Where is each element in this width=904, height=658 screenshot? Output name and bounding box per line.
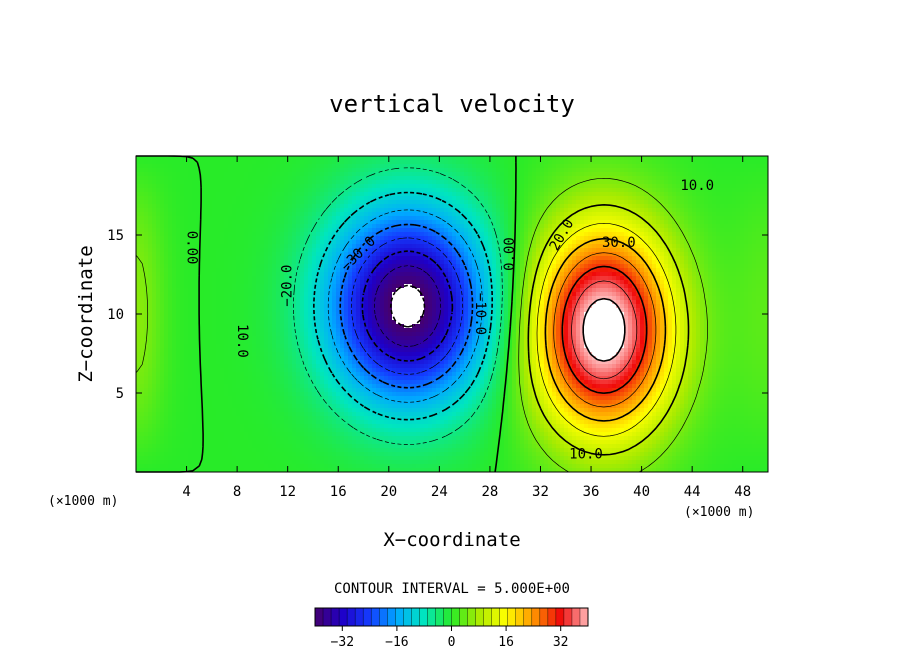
contour-label: 10.0	[569, 447, 603, 463]
x-tick-label: 16	[330, 484, 347, 500]
x-tick-label: 4	[182, 484, 190, 500]
colorbar-swatch	[572, 608, 580, 626]
colorbar-swatch	[339, 608, 347, 626]
x-tick-label: 8	[233, 484, 241, 500]
x-tick-label: 44	[684, 484, 701, 500]
x-tick-label: 36	[583, 484, 600, 500]
colorbar-swatch	[379, 608, 387, 626]
colorbar-tick-label: −32	[331, 635, 354, 650]
x-tick-label: 32	[532, 484, 549, 500]
x-tick-label: 24	[431, 484, 448, 500]
colorbar-swatch	[540, 608, 548, 626]
contour-interval-text: CONTOUR INTERVAL = 5.000E+00	[334, 581, 570, 597]
colorbar-swatch	[532, 608, 540, 626]
colorbar-swatch	[516, 608, 524, 626]
x-tick-label: 48	[734, 484, 751, 500]
colorbar-swatch	[363, 608, 371, 626]
contour-label: 0.00	[502, 237, 518, 271]
colorbar-swatch	[395, 608, 403, 626]
colorbar-swatch	[500, 608, 508, 626]
colorbar-tick-label: 0	[448, 635, 456, 650]
contour-label: 0.00	[184, 231, 200, 265]
colorbar-swatch	[331, 608, 339, 626]
colorbar-swatch	[443, 608, 451, 626]
colorbar: −32 −16 0 16 32	[315, 608, 588, 650]
colorbar-tick-label: −16	[385, 635, 408, 650]
colorbar-swatch	[524, 608, 532, 626]
colorbar-swatch	[492, 608, 500, 626]
colorbar-swatch	[435, 608, 443, 626]
contour-label: 10.0	[234, 324, 250, 358]
y-tick-label: 15	[107, 228, 124, 244]
x-tick-label: 20	[380, 484, 397, 500]
colorbar-swatch	[484, 608, 492, 626]
colorbar-swatch	[427, 608, 435, 626]
colorbar-swatch	[411, 608, 419, 626]
colorbar-swatch	[371, 608, 379, 626]
colorbar-swatch	[476, 608, 484, 626]
colorbar-swatch	[548, 608, 556, 626]
colorbar-tick-label: 32	[553, 635, 569, 650]
colorbar-tick-label: 16	[498, 635, 514, 650]
x-axis-label: X−coordinate	[383, 529, 520, 551]
x-tick-label: 28	[481, 484, 498, 500]
colorbar-swatches	[315, 608, 588, 626]
chart-title: vertical velocity	[329, 90, 575, 118]
colorbar-swatch	[315, 608, 323, 626]
colorbar-swatch	[580, 608, 588, 626]
colorbar-swatch	[387, 608, 395, 626]
colorbar-swatch	[452, 608, 460, 626]
x-unit-left: (×1000 m)	[48, 494, 118, 509]
colorbar-swatch	[347, 608, 355, 626]
colorbar-swatch	[403, 608, 411, 626]
y-tick-label: 5	[116, 386, 124, 402]
colorbar-swatch	[564, 608, 572, 626]
contour-label: 30.0	[602, 235, 636, 251]
contour-label: −20.0	[280, 265, 296, 307]
colorbar-swatch	[323, 608, 331, 626]
colorbar-swatch	[556, 608, 564, 626]
contour-label: 10.0	[680, 178, 714, 194]
heatmap-field	[136, 156, 769, 473]
colorbar-swatch	[508, 608, 516, 626]
x-tick-label: 12	[279, 484, 296, 500]
y-tick-label: 10	[107, 307, 124, 323]
x-unit-right: (×1000 m)	[684, 505, 754, 520]
colorbar-swatch	[468, 608, 476, 626]
colorbar-swatch	[460, 608, 468, 626]
colorbar-swatch	[355, 608, 363, 626]
colorbar-swatch	[419, 608, 427, 626]
x-tick-label: 40	[633, 484, 650, 500]
contour-label: −10.0	[472, 293, 488, 335]
colorbar-ticks: −32 −16 0 16 32	[331, 626, 569, 650]
y-axis-label: Z−coordinate	[75, 245, 97, 382]
